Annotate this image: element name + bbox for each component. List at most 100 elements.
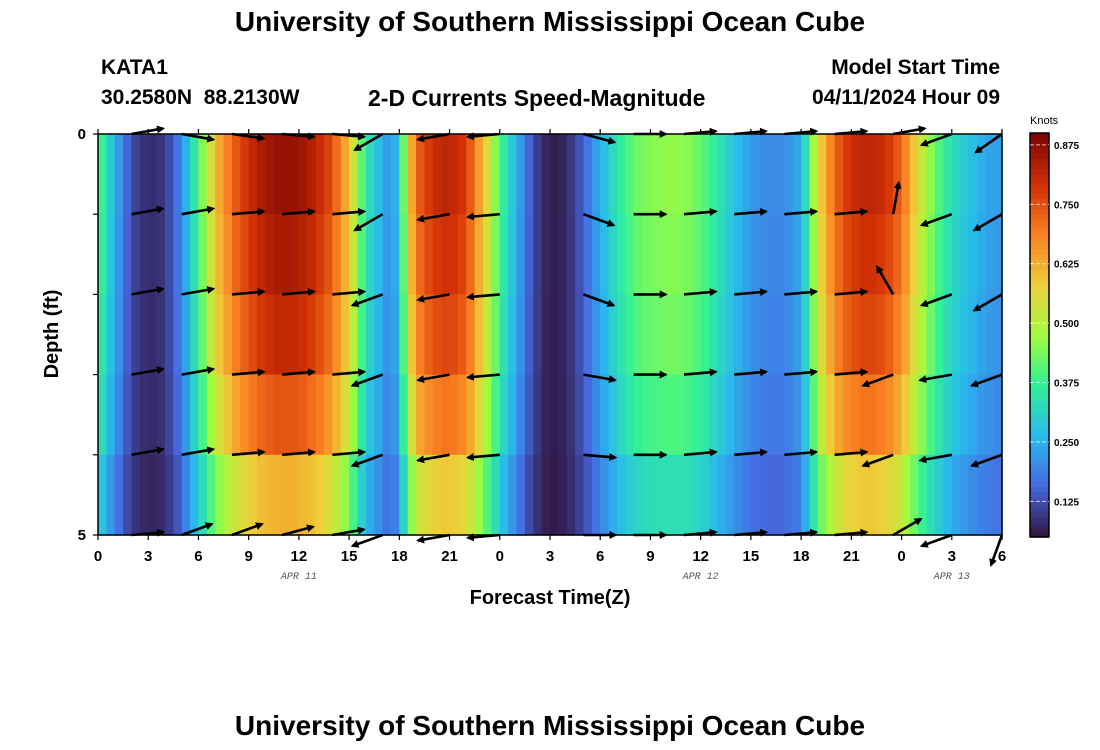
heatmap-cell (215, 294, 225, 376)
heatmap-cell (985, 294, 995, 376)
heatmap-cell (231, 214, 241, 295)
heatmap-cell (717, 454, 727, 536)
heatmap-cell (851, 214, 861, 295)
heatmap-cell (650, 134, 660, 215)
heatmap-cell (432, 374, 442, 456)
x-tick-label: 21 (441, 548, 458, 565)
heatmap-cell (483, 454, 493, 536)
colorbar-segment (1030, 496, 1049, 503)
heatmap-cell (792, 454, 802, 536)
current-vector-arrow (834, 368, 869, 377)
current-vector-arrow (919, 132, 953, 147)
heatmap-cell (349, 374, 359, 456)
heatmap-cell (181, 294, 191, 376)
heatmap-cell (683, 134, 693, 215)
heatmap-cell (633, 134, 643, 215)
heatmap-cell (616, 454, 626, 536)
colorbar-segment (1030, 249, 1049, 255)
heatmap-cell (750, 134, 760, 215)
heatmap-cell (550, 294, 559, 376)
heatmap-cell (725, 374, 735, 456)
heatmap-cell (725, 214, 735, 295)
heatmap-cell (390, 134, 400, 215)
y-tick-label: 0 (78, 126, 86, 143)
heatmap-cell (968, 374, 978, 456)
heatmap-cell (658, 374, 668, 456)
x-tick-label: 6 (998, 548, 1006, 565)
colorbar-segment (1030, 375, 1049, 382)
current-vector-arrow (231, 207, 266, 216)
heatmap-cell (524, 294, 534, 376)
colorbar-tick-label: 0.500 (1054, 319, 1079, 330)
heatmap-cell (650, 214, 660, 295)
colorbar-tick-label: 0.250 (1054, 438, 1079, 449)
heatmap-cell (139, 374, 149, 456)
bottom-page-title: University of Southern Mississippi Ocean… (234, 710, 866, 741)
heatmap-cell (181, 134, 191, 215)
heatmap-cell (625, 214, 635, 295)
heatmap-cell (499, 374, 509, 456)
heatmap-cell (993, 294, 1003, 376)
colorbar-segment (1030, 526, 1049, 533)
heatmap-cell (332, 294, 342, 376)
heatmap-cell (290, 454, 300, 536)
heatmap-cell (650, 294, 660, 376)
heatmap-cell (725, 134, 735, 215)
heatmap-cell (206, 294, 216, 376)
heatmap-cell (817, 454, 827, 536)
current-vector-arrow (131, 528, 166, 537)
colorbar-segment (1030, 476, 1049, 483)
heatmap-cell (868, 214, 878, 295)
colorbar-segment (1030, 405, 1049, 412)
colorbar: 0.125 0.250 0.375 0.500 0.625 0.750 0.875 (1029, 132, 1079, 538)
heatmap-cell (98, 374, 107, 456)
heatmap-cell (759, 454, 769, 536)
heatmap-cell (550, 454, 559, 536)
colorbar-tick-label: 0.875 (1054, 141, 1079, 152)
heatmap-cell (667, 374, 677, 456)
colorbar-segment (1030, 481, 1049, 488)
heatmap-cell (499, 454, 509, 536)
heatmap-cell (324, 134, 333, 215)
heatmap-cell (114, 374, 124, 456)
heatmap-cell (131, 374, 141, 456)
heatmap-cell (893, 294, 903, 376)
heatmap-cell (390, 374, 400, 456)
heatmap-cell (583, 294, 593, 376)
current-vector-arrow (834, 448, 869, 457)
heatmap-cell (390, 214, 400, 295)
heatmap-cell (123, 134, 133, 215)
heatmap-cell (759, 134, 769, 215)
heatmap-cell (449, 454, 459, 536)
heatmap-cell (616, 214, 626, 295)
heatmap-cell (583, 134, 593, 215)
heatmap-cell (734, 294, 744, 376)
heatmap-cell (474, 374, 484, 456)
current-vector-arrow (353, 213, 384, 232)
heatmap-cell (868, 454, 878, 536)
heatmap-cell (273, 134, 283, 215)
heatmap-cell (625, 294, 635, 376)
heatmap-cell (834, 454, 844, 536)
current-vector-arrow (876, 264, 895, 296)
heatmap-cell (340, 454, 350, 536)
heatmap-cell (307, 134, 317, 215)
current-vector-arrow (181, 446, 216, 457)
heatmap-cell (608, 134, 618, 215)
heatmap-cell (608, 294, 618, 376)
heatmap-cell (918, 214, 928, 295)
colorbar-segment (1030, 244, 1049, 250)
heatmap-cell (206, 134, 216, 215)
heatmap-cell (223, 454, 233, 536)
heatmap-cell (675, 454, 685, 536)
heatmap-cell (868, 294, 878, 376)
heatmap-cell (734, 134, 744, 215)
heatmap-cell (776, 374, 785, 456)
heatmap-cell (248, 134, 258, 215)
heatmap-cell (725, 454, 735, 536)
colorbar-title: Knots (1030, 115, 1059, 127)
x-tick-label: 15 (341, 548, 358, 565)
heatmap-cell (566, 454, 576, 536)
heatmap-cell (642, 134, 652, 215)
current-vector-arrow (784, 127, 819, 136)
